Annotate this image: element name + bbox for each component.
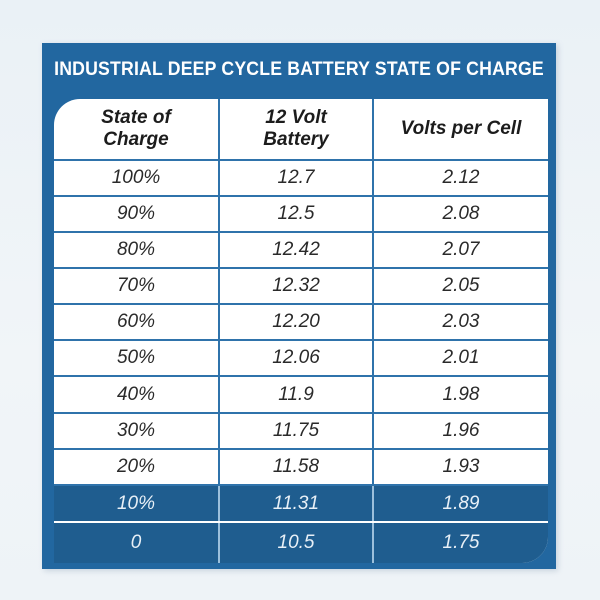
- soc-cell: 60%: [54, 305, 220, 339]
- soc-cell: 90%: [54, 197, 220, 231]
- soc-cell: 20%: [54, 450, 220, 484]
- volts-per-cell-cell: 2.12: [442, 167, 480, 188]
- volts-per-cell-cell: 2.07: [442, 239, 480, 260]
- header-cell-label: Volts per Cell: [400, 118, 522, 139]
- table-row: 60% 12.20 2.03: [54, 305, 548, 341]
- volts-per-cell-cell: 2.05: [442, 275, 480, 296]
- soc-cell: 100%: [54, 161, 220, 195]
- table-row-highlight: 0 10.5 1.75: [54, 523, 548, 563]
- soc-cell: 80%: [54, 233, 220, 267]
- volts-per-cell-cell: 2.08: [442, 203, 480, 224]
- soc-cell: 40%: [54, 377, 220, 412]
- battery-chart-frame: INDUSTRIAL DEEP CYCLE BATTERY STATE OF C…: [42, 43, 556, 569]
- volts-per-cell-cell: 1.75: [442, 532, 480, 553]
- table-row: 100% 12.7 2.12: [54, 161, 548, 197]
- table-row: 90% 12.5 2.08: [54, 197, 548, 233]
- soc-cell: 30%: [54, 414, 220, 448]
- header-state-of-charge: State of Charge: [54, 99, 220, 159]
- battery-volt-cell: 12.32: [220, 269, 374, 303]
- battery-volt-cell: 12.20: [220, 305, 374, 339]
- header-12-volt-battery: 12 Volt Battery: [220, 99, 374, 159]
- volts-per-cell-cell: 2.03: [442, 311, 480, 332]
- soc-cell: 70%: [54, 269, 220, 303]
- soc-cell: 10%: [54, 486, 220, 521]
- header-row: State of Charge 12 Volt Battery Volts pe…: [54, 99, 548, 161]
- battery-volt-cell: 11.9: [220, 377, 374, 412]
- table-grid: State of Charge 12 Volt Battery Volts pe…: [54, 99, 548, 563]
- battery-volt-cell: 12.42: [220, 233, 374, 267]
- battery-volt-cell: 11.31: [220, 486, 374, 521]
- soc-cell: 0: [54, 523, 220, 563]
- table-row: 70% 12.32 2.05: [54, 269, 548, 305]
- header-volt-line2: Battery: [263, 129, 329, 150]
- table-row-highlight: 10% 11.31 1.89: [54, 486, 548, 523]
- header-volts-per-cell: Volts per Cell: [374, 99, 548, 159]
- soc-cell: 50%: [54, 341, 220, 375]
- header-state-line2: Charge: [103, 129, 169, 150]
- table-row: 40% 11.9 1.98: [54, 377, 548, 414]
- volts-per-cell-cell: 1.98: [442, 383, 480, 405]
- volts-per-cell-cell: 1.89: [442, 492, 480, 514]
- soc-table: State of Charge 12 Volt Battery Volts pe…: [54, 99, 548, 563]
- table-row: 50% 12.06 2.01: [54, 341, 548, 377]
- volts-per-cell-cell: 1.96: [442, 420, 480, 441]
- header-state-line1: State of: [101, 107, 171, 128]
- battery-volt-cell: 11.58: [220, 450, 374, 484]
- battery-volt-cell: 12.7: [220, 161, 374, 195]
- battery-volt-cell: 12.5: [220, 197, 374, 231]
- battery-volt-cell: 10.5: [220, 523, 374, 563]
- battery-volt-cell: 11.75: [220, 414, 374, 448]
- chart-title: INDUSTRIAL DEEP CYCLE BATTERY STATE OF C…: [54, 59, 544, 80]
- battery-volt-cell: 12.06: [220, 341, 374, 375]
- table-row: 20% 11.58 1.93: [54, 450, 548, 486]
- volts-per-cell-cell: 1.93: [442, 456, 480, 477]
- table-row: 30% 11.75 1.96: [54, 414, 548, 450]
- header-volt-line1: 12 Volt: [265, 107, 327, 128]
- table-row: 80% 12.42 2.07: [54, 233, 548, 269]
- volts-per-cell-cell: 2.01: [442, 347, 480, 368]
